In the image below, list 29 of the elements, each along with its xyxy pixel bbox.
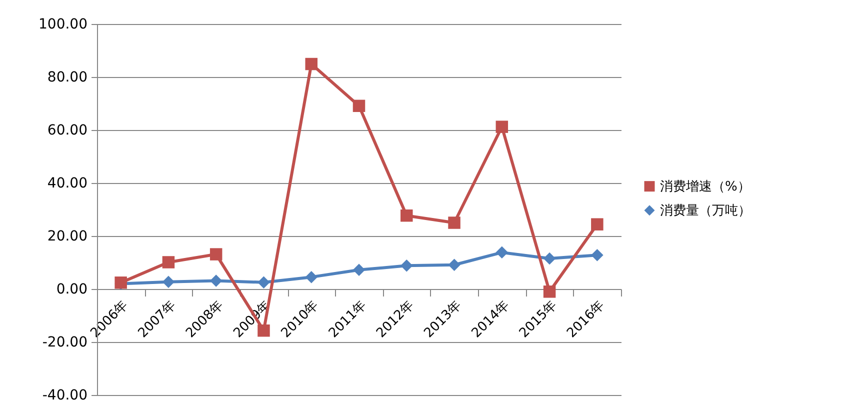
y-tick-label: 100.00 xyxy=(38,16,88,32)
y-tick-label: 80.00 xyxy=(47,70,88,86)
y-tick-label: 60.00 xyxy=(47,122,88,138)
y-tick-label: 40.00 xyxy=(47,176,88,192)
point xyxy=(400,209,413,222)
point xyxy=(591,218,604,230)
point xyxy=(448,216,460,229)
point xyxy=(591,248,604,262)
point xyxy=(352,264,366,276)
point xyxy=(496,120,508,133)
point xyxy=(496,246,508,259)
point xyxy=(305,58,318,70)
point xyxy=(162,256,175,268)
legend-label: 消费增速（%） xyxy=(660,179,750,194)
y-tick-label: 20.00 xyxy=(47,228,88,244)
legend-label: 消费量（万吨） xyxy=(660,203,751,218)
point xyxy=(210,248,222,260)
y-tick-label: 0.00 xyxy=(56,282,88,298)
point xyxy=(305,270,318,284)
point xyxy=(162,276,175,288)
point xyxy=(448,258,460,272)
point xyxy=(400,260,413,272)
y-tick-label: -20.00 xyxy=(42,334,88,350)
point xyxy=(543,286,556,298)
point xyxy=(352,100,366,112)
point xyxy=(258,276,270,288)
point xyxy=(543,252,556,265)
point xyxy=(210,274,222,287)
y-tick-label: -40.00 xyxy=(42,388,88,404)
